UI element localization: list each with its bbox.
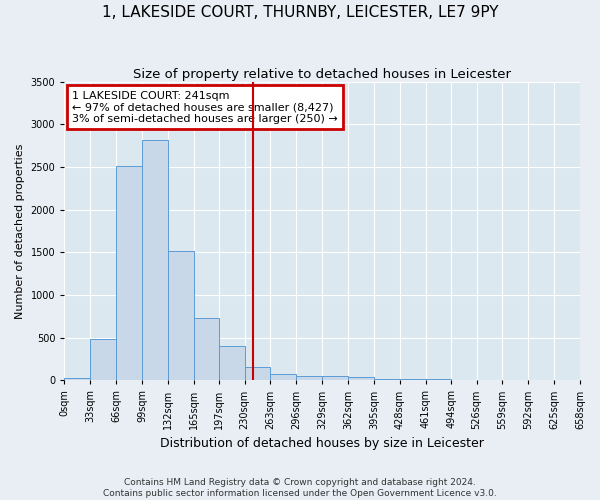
Bar	[296, 376, 322, 380]
Y-axis label: Number of detached properties: Number of detached properties	[15, 144, 25, 318]
Text: 1 LAKESIDE COURT: 241sqm
← 97% of detached houses are smaller (8,427)
3% of semi: 1 LAKESIDE COURT: 241sqm ← 97% of detach…	[72, 90, 338, 124]
Bar	[245, 367, 271, 380]
Bar	[142, 140, 168, 380]
Bar	[116, 166, 142, 380]
Bar	[322, 376, 348, 380]
Bar	[219, 346, 245, 380]
Bar	[64, 378, 90, 380]
X-axis label: Distribution of detached houses by size in Leicester: Distribution of detached houses by size …	[160, 437, 484, 450]
Bar	[374, 378, 400, 380]
Bar	[271, 374, 296, 380]
Bar	[194, 318, 219, 380]
Title: Size of property relative to detached houses in Leicester: Size of property relative to detached ho…	[133, 68, 511, 80]
Text: Contains HM Land Registry data © Crown copyright and database right 2024.
Contai: Contains HM Land Registry data © Crown c…	[103, 478, 497, 498]
Bar	[348, 378, 374, 380]
Bar	[400, 379, 425, 380]
Text: 1, LAKESIDE COURT, THURNBY, LEICESTER, LE7 9PY: 1, LAKESIDE COURT, THURNBY, LEICESTER, L…	[102, 5, 498, 20]
Bar	[168, 252, 194, 380]
Bar	[90, 340, 116, 380]
